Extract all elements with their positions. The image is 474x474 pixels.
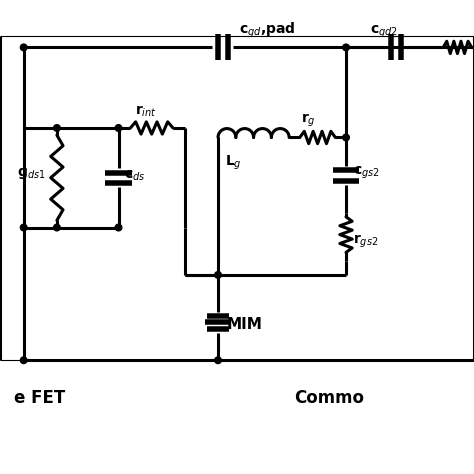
Circle shape (115, 125, 122, 131)
Text: c$_{ds}$: c$_{ds}$ (124, 168, 146, 182)
Circle shape (54, 224, 60, 231)
Circle shape (20, 224, 27, 231)
Text: r$_{gs2}$: r$_{gs2}$ (353, 233, 378, 250)
Text: c$_{gs2}$: c$_{gs2}$ (353, 165, 380, 181)
Text: c$_{gd2}$: c$_{gd2}$ (370, 24, 398, 40)
Circle shape (215, 357, 221, 364)
Text: c$_{gd}$,pad: c$_{gd}$,pad (239, 21, 296, 40)
Circle shape (20, 357, 27, 364)
Circle shape (115, 224, 122, 231)
Text: g$_{ds1}$: g$_{ds1}$ (17, 165, 45, 181)
Text: Commo: Commo (294, 389, 364, 407)
Circle shape (215, 272, 221, 278)
Circle shape (20, 44, 27, 51)
Text: MIM: MIM (227, 317, 263, 332)
Circle shape (343, 44, 349, 51)
Text: e FET: e FET (14, 389, 65, 407)
Text: L$_g$: L$_g$ (225, 154, 242, 173)
Circle shape (54, 125, 60, 131)
Text: r$_{int}$: r$_{int}$ (135, 104, 157, 119)
Text: r$_g$: r$_g$ (301, 112, 316, 129)
Circle shape (343, 134, 349, 141)
